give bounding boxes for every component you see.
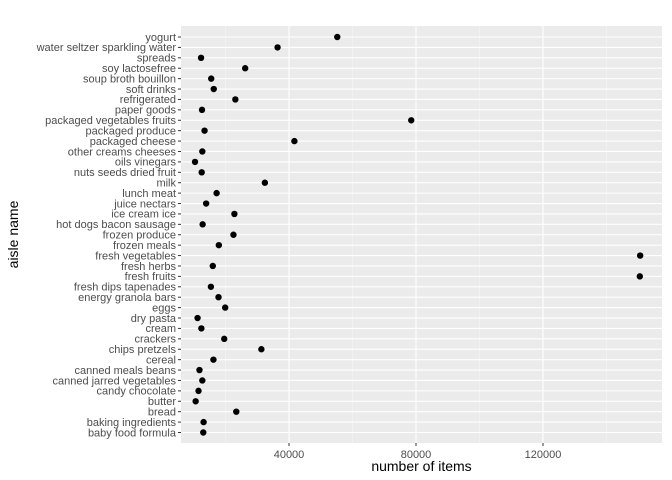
y-tick-label: fresh herbs bbox=[121, 261, 177, 273]
data-point bbox=[192, 398, 199, 405]
y-tick-label: canned meals beans bbox=[74, 365, 176, 377]
y-tick-label: cream bbox=[145, 323, 176, 335]
x-tick-label: 120000 bbox=[525, 449, 562, 461]
data-point bbox=[198, 325, 205, 332]
y-tick-label: candy chocolate bbox=[97, 386, 177, 398]
data-point bbox=[210, 85, 217, 93]
y-tick-label: lunch meat bbox=[122, 188, 176, 200]
data-point bbox=[208, 75, 215, 82]
data-point bbox=[215, 241, 223, 249]
y-tick-label: soup broth bouillon bbox=[83, 73, 176, 85]
data-point bbox=[233, 408, 240, 415]
data-point bbox=[261, 179, 269, 186]
y-axis-ticks bbox=[178, 36, 181, 433]
y-tick-label: dry pasta bbox=[131, 313, 177, 325]
y-tick-label: ice cream ice bbox=[111, 209, 176, 221]
data-point bbox=[195, 387, 202, 395]
major-gridlines bbox=[181, 26, 662, 443]
data-point bbox=[291, 137, 298, 145]
data-point bbox=[199, 221, 206, 228]
data-point bbox=[213, 189, 220, 197]
data-point bbox=[230, 231, 237, 238]
y-tick-label: other creams cheeses bbox=[68, 146, 177, 158]
data-point bbox=[221, 335, 228, 343]
data-point bbox=[197, 54, 205, 62]
y-tick-label: fresh dips tapenades bbox=[74, 282, 177, 294]
data-point bbox=[196, 366, 203, 374]
y-tick-label: bread bbox=[148, 406, 176, 418]
y-tick-label: crackers bbox=[134, 334, 176, 346]
data-point bbox=[231, 210, 238, 218]
data-point bbox=[274, 44, 281, 51]
data-point bbox=[334, 33, 341, 41]
x-tick-label: 80000 bbox=[401, 449, 432, 461]
y-tick-label: packaged vegetables fruits bbox=[45, 115, 176, 127]
y-tick-label: energy granola bars bbox=[78, 292, 176, 304]
y-tick-label: soy lactosefree bbox=[102, 63, 176, 75]
data-point bbox=[636, 273, 644, 280]
data-point bbox=[241, 65, 249, 72]
data-point bbox=[221, 304, 229, 311]
y-tick-label: canned jarred vegetables bbox=[52, 375, 176, 387]
data-point bbox=[232, 96, 239, 103]
x-tick-label: 40000 bbox=[274, 449, 305, 461]
data-points bbox=[191, 33, 644, 436]
data-point bbox=[200, 429, 207, 436]
data-point bbox=[200, 418, 207, 426]
y-tick-label: oils vinegars bbox=[115, 157, 177, 169]
y-tick-label: juice nectars bbox=[113, 198, 176, 210]
y-tick-label: frozen produce bbox=[103, 230, 176, 242]
data-point bbox=[201, 127, 208, 134]
y-tick-label: water seltzer sparkling water bbox=[36, 42, 177, 54]
y-axis-title: aisle name bbox=[5, 200, 21, 268]
y-tick-label: paper goods bbox=[115, 105, 177, 117]
data-point bbox=[258, 346, 265, 353]
data-point bbox=[199, 377, 206, 384]
y-tick-label: butter bbox=[148, 396, 176, 408]
data-point bbox=[207, 283, 215, 290]
y-tick-label: spreads bbox=[137, 53, 177, 65]
x-axis-tick-labels: 40000 80000 120000 bbox=[274, 449, 562, 461]
y-tick-label: fresh vegetables bbox=[95, 250, 176, 262]
y-tick-label: soft drinks bbox=[126, 84, 177, 96]
y-tick-label: refrigerated bbox=[120, 94, 176, 106]
x-axis-title: number of items bbox=[371, 458, 471, 474]
y-tick-label: hot dogs bacon sausage bbox=[56, 219, 176, 231]
data-point bbox=[199, 148, 206, 155]
y-tick-label: cereal bbox=[146, 354, 176, 366]
y-tick-label: eggs bbox=[152, 302, 176, 314]
y-tick-label: frozen meals bbox=[113, 240, 176, 252]
data-point bbox=[636, 252, 644, 259]
y-tick-label: chips pretzels bbox=[109, 344, 177, 356]
y-tick-label: milk bbox=[156, 178, 176, 190]
data-point bbox=[194, 314, 201, 322]
y-tick-label: fresh fruits bbox=[125, 271, 177, 283]
data-point bbox=[198, 169, 205, 176]
data-point bbox=[209, 262, 216, 270]
data-point bbox=[210, 356, 217, 363]
data-point bbox=[215, 293, 222, 301]
y-tick-label: yogurt bbox=[145, 32, 176, 44]
data-point bbox=[191, 158, 199, 166]
y-tick-label: nuts seeds dried fruit bbox=[74, 167, 176, 179]
data-point bbox=[198, 106, 206, 114]
y-tick-label: baking ingredients bbox=[87, 417, 177, 429]
data-point bbox=[408, 117, 415, 124]
y-tick-label: packaged produce bbox=[85, 125, 176, 137]
x-axis-ticks bbox=[288, 443, 544, 446]
y-tick-label: packaged cheese bbox=[90, 136, 176, 148]
y-tick-label: baby food formula bbox=[88, 427, 177, 439]
data-point bbox=[202, 200, 210, 207]
